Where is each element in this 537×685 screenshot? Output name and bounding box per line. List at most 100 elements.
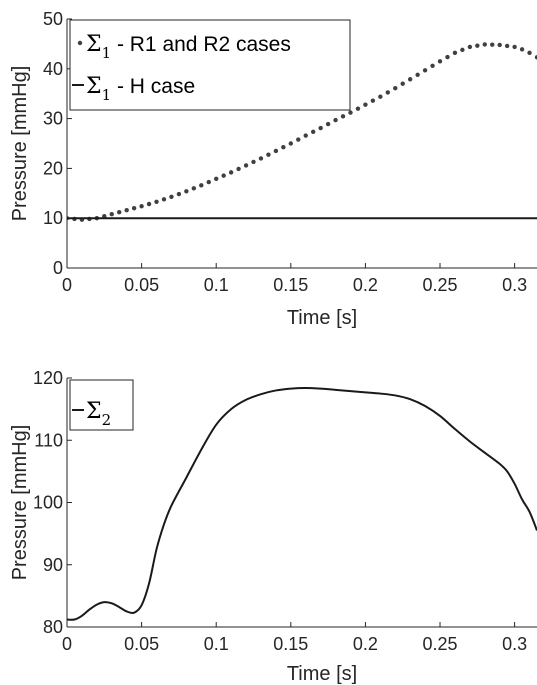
x-tick-label: 0.2: [353, 634, 378, 654]
data-point: [482, 42, 487, 47]
legend: Σ1 - R1 and R2 cases Σ1 - H case: [69, 19, 351, 111]
x-tick-label: 0: [62, 275, 72, 295]
data-point: [318, 125, 323, 131]
data-point: [228, 170, 234, 175]
top-chart-panel: 0 0.05 0.1 0.15 0.2 0.25 0.3 0 10 20 30 40 50 Time [s…: [9, 9, 537, 329]
data-point: [258, 156, 264, 161]
data-point: [214, 176, 219, 182]
x-tick-label: 0.1: [204, 634, 229, 654]
x-tick-label: 0.15: [273, 275, 308, 295]
data-point: [117, 210, 122, 215]
y-tick-label: 20: [43, 158, 63, 178]
y-tick-label: 90: [43, 555, 63, 575]
series-dotted: [67, 42, 537, 222]
data-point: [452, 50, 458, 56]
x-tick-label: 0.3: [502, 275, 527, 295]
legend-label: Σ2: [86, 399, 111, 429]
y-axis-label: Pressure [mmHg]: [9, 425, 31, 581]
data-point: [534, 55, 537, 60]
data-point: [176, 191, 182, 197]
legend-entry: Σ2: [72, 399, 111, 429]
data-point: [325, 121, 331, 127]
data-point: [303, 133, 308, 138]
legend-symbol: Σ: [86, 399, 102, 424]
x-tick-label: 0: [62, 634, 72, 654]
y-tick-label: 10: [43, 208, 63, 228]
data-point: [407, 77, 413, 82]
x-axis-label: Time [s]: [287, 307, 357, 329]
data-point: [348, 110, 353, 115]
data-point: [169, 194, 174, 199]
y-tick-label: 40: [43, 59, 63, 79]
y-tick-label: 100: [33, 493, 63, 513]
data-point: [355, 106, 361, 111]
x-axis-label: Time [s]: [287, 663, 357, 685]
y-tick-label: 120: [33, 368, 63, 388]
x-tick-label: 0.25: [422, 634, 457, 654]
legend-label: Σ1 - H case: [86, 74, 195, 104]
data-point: [333, 117, 338, 123]
data-point: [310, 129, 316, 134]
data-point: [445, 54, 450, 60]
data-point: [378, 94, 383, 99]
x-tick-label: 0.15: [273, 634, 308, 654]
legend-marker: [77, 40, 83, 46]
data-point: [124, 208, 129, 213]
data-point: [475, 43, 480, 48]
legend-entry: Σ1 - R1 and R2 cases: [77, 32, 291, 62]
x-tick-label: 0.3: [502, 634, 527, 654]
data-point: [146, 201, 152, 207]
data-point: [206, 179, 211, 185]
data-point: [460, 47, 465, 53]
legend-box: [69, 379, 134, 431]
legend-subscript: 1: [102, 44, 112, 62]
data-point: [400, 81, 405, 86]
data-point: [363, 102, 368, 107]
data-point: [251, 159, 256, 165]
data-point: [199, 183, 204, 188]
data-point: [512, 44, 517, 50]
bottom-chart-panel: 0 0.05 0.1 0.15 0.2 0.25 0.3 80 90 100 110 120 Time …: [9, 368, 537, 685]
data-point: [415, 72, 420, 77]
legend-label: Σ1 - R1 and R2 cases: [86, 32, 291, 62]
data-point: [296, 137, 301, 142]
data-point: [273, 148, 279, 154]
x-tick-label: 0.1: [204, 275, 229, 295]
legend-symbol: Σ: [86, 32, 102, 57]
x-tick-label: 0.05: [124, 275, 159, 295]
data-point: [437, 59, 443, 64]
legend: Σ2: [69, 379, 134, 431]
data-point: [519, 47, 525, 52]
data-point: [393, 86, 398, 91]
legend-box: [69, 19, 351, 111]
x-tick-label: 0.05: [124, 634, 159, 654]
data-point: [504, 43, 510, 49]
data-point: [385, 90, 390, 95]
data-point: [430, 63, 435, 69]
y-tick-label: 80: [43, 617, 63, 637]
data-point: [370, 98, 376, 103]
data-point: [422, 68, 428, 73]
plot-area: [67, 42, 537, 222]
data-point: [184, 189, 189, 194]
data-point: [161, 197, 167, 202]
legend-symbol: Σ: [86, 74, 102, 99]
series-line: [67, 386, 537, 621]
legend-description: - R1 and R2 cases: [111, 33, 291, 56]
legend-entry: Σ1 - H case: [72, 74, 195, 104]
data-point: [467, 44, 473, 50]
data-point: [243, 163, 249, 168]
data-point: [281, 145, 286, 150]
data-point: [266, 152, 271, 157]
data-point: [139, 204, 144, 209]
data-point: [340, 114, 346, 119]
data-point: [490, 42, 495, 47]
data-point: [109, 212, 114, 217]
data-point: [288, 141, 294, 146]
data-point: [221, 173, 226, 178]
legend-subscript: 2: [102, 411, 112, 429]
x-tick-label: 0.25: [422, 275, 457, 295]
x-tick-label: 0.2: [353, 275, 378, 295]
y-axis-label: Pressure [mmHg]: [9, 66, 31, 222]
